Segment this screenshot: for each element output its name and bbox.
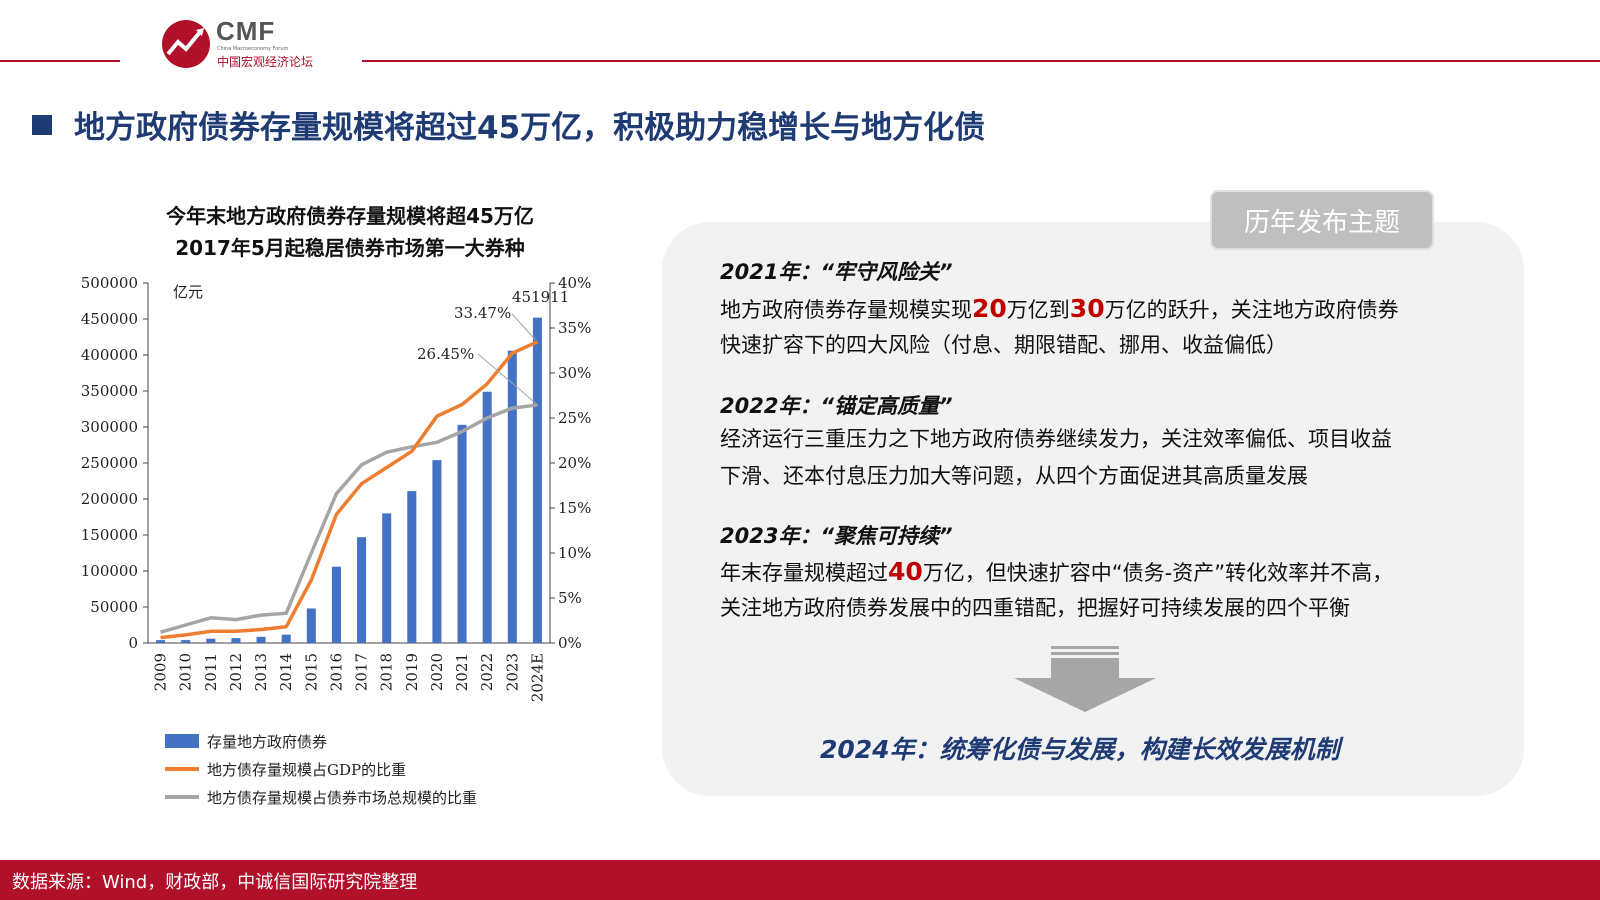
x-tick-label: 2019 [403,653,421,691]
legend-label: 地方债存量规模占GDP的比重 [207,760,407,779]
x-tick-label: 2024E [528,653,546,702]
slide-heading: 地方政府债券存量规模将超过45万亿，积极助力稳增长与地方化债 [32,102,985,147]
bar-2014 [281,634,291,643]
x-tick-label: 2011 [202,653,220,691]
x-tick-label: 2018 [378,653,396,691]
x-tick-label: 2022 [478,653,496,691]
right-tick-label: 40% [558,274,591,292]
down-arrow-icon [1014,646,1156,712]
bar-2018 [382,513,392,643]
themes-badge: 历年发布主题 [1210,190,1434,250]
year-2023-line2: 关注地方政府债券发展中的四重错配，把握好可持续发展的四个平衡 [720,596,1350,620]
left-tick-label: 400000 [81,346,138,364]
x-tick-label: 2013 [252,653,270,691]
left-tick-label: 150000 [81,526,138,544]
year-2022-line2: 下滑、还本付息压力加大等问题，从四个方面促进其高质量发展 [720,464,1308,488]
bar-2024E [532,317,542,643]
bar-2011 [206,638,216,643]
x-tick-label: 2021 [453,653,471,691]
x-tick-label: 2016 [327,653,345,691]
x-tick-label: 2017 [353,653,371,691]
left-tick-label: 200000 [81,490,138,508]
legend-item-bonds: 存量地方政府债券 [165,727,477,755]
bar-2010 [181,640,191,643]
left-tick-label: 0 [128,634,138,652]
year-2023-heading: 2023年：“聚焦可持续” [720,524,953,548]
year-2021-line2: 快速扩容下的四大风险（付息、期限错配、挪用、收益偏低） [720,333,1287,357]
bar-2016 [331,566,341,643]
bar-2013 [256,636,266,643]
annotation-bond-leader [477,353,536,404]
legend-swatch-bar [165,734,199,748]
unit-label: 亿元 [173,283,203,301]
footer-bar: 数据来源：Wind，财政部，中诚信国际研究院整理 [0,860,1600,900]
left-tick-label: 500000 [81,274,138,292]
bar-2015 [306,608,316,643]
cmf-logo-icon [162,20,210,68]
x-tick-label: 2023 [503,653,521,691]
chart-title-line2: 2017年5月起稳居债券市场第一大券种 [175,236,525,260]
x-tick-label: 2012 [227,653,245,691]
annotation-bar-value: 451911 [512,288,569,306]
slide-title: 地方政府债券存量规模将超过45万亿，积极助力稳增长与地方化债 [74,110,986,146]
x-tick-label: 2015 [302,653,320,691]
cmf-logo: CMF China Macroeconomy Forum 中国宏观经济论坛 [160,16,360,72]
year-2023-line1: 年末存量规模超过40万亿，但快速扩容中“债务-资产”转化效率并不高， [720,557,1394,586]
bar-2022 [482,391,492,643]
bar-2019 [407,491,417,643]
annotation-gdp-share: 33.47% [454,304,511,322]
line-gdp-share [160,340,539,640]
right-tick-label: 5% [558,589,582,607]
legend-label: 地方债存量规模占债券市场总规模的比重 [207,788,478,807]
year-2021-line1: 地方政府债券存量规模实现20万亿到30万亿的跃升，关注地方政府债券 [720,294,1399,323]
year-2022-heading: 2022年：“锚定高质量” [720,394,953,418]
chart-title-line1: 今年末地方政府债券存量规模将超45万亿 [166,204,534,228]
right-tick-label: 15% [558,499,591,517]
legend-swatch-gray [165,795,199,799]
chart: 0 50000 100000 150000 200000 250000 300000 3500… [81,274,592,702]
chart-legend: 存量地方政府债券 地方债存量规模占GDP的比重 地方债存量规模占债券市场总规模的… [165,727,477,811]
x-tick-label: 2020 [428,653,446,691]
right-tick-label: 35% [558,319,591,337]
bar-2009 [156,640,166,643]
year-2021-heading: 2021年：“牢守风险关” [720,260,953,284]
source-note: 数据来源：Wind，财政部，中诚信国际研究院整理 [12,872,418,893]
line-bondmarket-share [160,403,538,634]
right-tick-label: 30% [558,364,591,382]
logo-text: CMF [216,16,276,46]
annotation-gdp-leader [511,313,536,341]
year-2022-line1: 经济运行三重压力之下地方政府债券继续发力，关注效率偏低、项目收益 [720,427,1392,451]
right-tick-label: 25% [558,409,591,427]
x-tick-label: 2014 [277,653,295,691]
legend-label: 存量地方政府债券 [207,732,328,751]
right-tick-label: 10% [558,544,591,562]
left-tick-label: 100000 [81,562,138,580]
legend-item-bondmarket: 地方债存量规模占债券市场总规模的比重 [165,783,477,811]
right-tick-label: 20% [558,454,591,472]
left-tick-label: 50000 [90,598,138,616]
x-tick-label: 2010 [177,653,195,691]
bar-2023 [507,350,517,643]
logo-cn: 中国宏观经济论坛 [217,55,314,69]
left-tick-label: 250000 [81,454,138,472]
header-rule-right [362,60,1600,62]
bar-2017 [357,537,367,643]
bar-2020 [432,460,442,643]
left-tick-label: 300000 [81,418,138,436]
annotation-bond-share: 26.45% [417,345,474,363]
bar-2021 [457,424,467,643]
legend-swatch-orange [165,767,199,771]
left-tick-label: 450000 [81,310,138,328]
x-tick-label: 2009 [152,653,170,691]
legend-item-gdp: 地方债存量规模占GDP的比重 [165,755,477,783]
heading-square-icon [32,114,52,135]
logo-subtitle: China Macroeconomy Forum [217,46,289,52]
bar-2012 [231,638,241,643]
header-rule-left [0,60,120,62]
left-tick-label: 350000 [81,382,138,400]
conclusion-text: 2024年：统筹化债与发展，构建长效发展机制 [820,735,1340,764]
right-tick-label: 0% [558,634,582,652]
